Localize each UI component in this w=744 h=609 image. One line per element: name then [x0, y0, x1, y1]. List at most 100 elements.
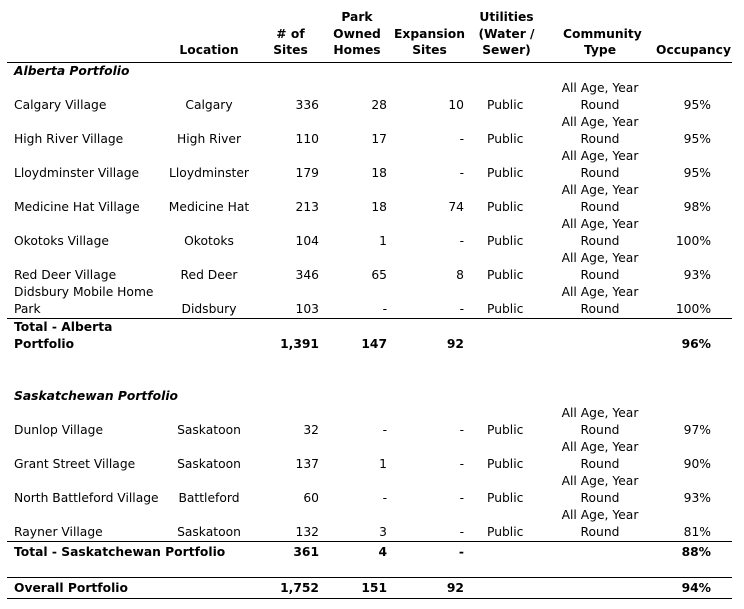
community-type: All Age, Year Round: [561, 149, 639, 180]
utilities: Public: [487, 456, 524, 471]
section-label-row: Alberta Portfolio: [7, 62, 732, 80]
community-type: All Age, Year Round: [561, 440, 639, 471]
occupancy: 100%: [675, 233, 711, 248]
section-label: Saskatchewan Portfolio: [14, 388, 178, 403]
total-label: Total - Saskatchewan Portfolio: [7, 541, 258, 578]
occupancy: 100%: [675, 301, 711, 316]
sites: 110: [295, 131, 319, 146]
utilities: Public: [487, 165, 524, 180]
header-row: Location # of Sites Park Owned Homes Exp…: [7, 0, 732, 62]
spacer: [160, 318, 258, 353]
table-row: North Battleford Village Battleford 60 - - Pu…: [7, 473, 732, 507]
utilities: Public: [487, 233, 524, 248]
location: Calgary: [185, 97, 233, 112]
total-row: Total - Alberta Portfolio 1,391 147 92 96%: [7, 318, 732, 353]
property-name: Medicine Hat Village: [14, 199, 140, 214]
utilities: Public: [487, 422, 524, 437]
location: Okotoks: [184, 233, 234, 248]
property-name: High River Village: [14, 131, 124, 146]
table-row: Grant Street Village Saskatoon 137 1 - Public…: [7, 439, 732, 473]
park-owned-homes: -: [382, 490, 387, 505]
total-sites: 1,752: [258, 577, 323, 599]
property-name: Lloydminster Village: [14, 165, 140, 180]
total-sites: 361: [258, 541, 323, 578]
location: Didsbury: [181, 301, 237, 316]
property-name: Calgary Village: [14, 97, 107, 112]
property-name: Okotoks Village: [14, 233, 109, 248]
table-row: Didsbury Mobile Home Park Didsbury 103 - - Pu…: [7, 284, 732, 319]
total-row: Overall Portfolio 1,752 151 92 94%: [7, 577, 732, 599]
table-row: Red Deer Village Red Deer 346 65 8 Public All …: [7, 250, 732, 284]
utilities: Public: [487, 97, 524, 112]
header-park-owned-homes: Park Owned Homes: [333, 10, 381, 57]
sites: 346: [295, 267, 319, 282]
location: Red Deer: [180, 267, 238, 282]
park-owned-homes: 18: [371, 199, 387, 214]
occupancy: 93%: [683, 490, 711, 505]
utilities: Public: [487, 199, 524, 214]
spacer: [468, 318, 545, 353]
total-expansion-sites: -: [391, 541, 468, 578]
utilities: Public: [487, 267, 524, 282]
sites: 103: [295, 301, 319, 316]
utilities: Public: [487, 524, 524, 539]
occupancy: 90%: [683, 456, 711, 471]
expansion-sites: -: [459, 233, 464, 248]
community-type: All Age, Year Round: [561, 285, 639, 316]
utilities: Public: [487, 301, 524, 316]
table-row: High River Village High River 110 17 - Public…: [7, 114, 732, 148]
sites: 137: [295, 456, 319, 471]
utilities: Public: [487, 490, 524, 505]
park-owned-homes: 17: [371, 131, 387, 146]
header-sites: # of Sites: [273, 26, 308, 58]
header-occupancy: Occupancy: [656, 43, 731, 57]
community-type: All Age, Year Round: [561, 508, 639, 539]
total-expansion-sites: 92: [391, 577, 468, 599]
portfolio-table: Location # of Sites Park Owned Homes Exp…: [7, 0, 732, 599]
table-row: Medicine Hat Village Medicine Hat 213 18 74 P…: [7, 182, 732, 216]
occupancy: 95%: [683, 131, 711, 146]
park-owned-homes: -: [382, 422, 387, 437]
spacer: [468, 541, 545, 578]
sites: 179: [295, 165, 319, 180]
sites: 213: [295, 199, 319, 214]
community-type: All Age, Year Round: [561, 406, 639, 437]
total-row: Total - Saskatchewan Portfolio 361 4- 88%: [7, 541, 732, 578]
location: Saskatoon: [177, 422, 241, 437]
total-sites: 1,391: [258, 318, 323, 353]
location: Saskatoon: [177, 456, 241, 471]
expansion-sites: -: [459, 301, 464, 316]
property-name: Rayner Village: [14, 524, 103, 539]
spacer: [545, 541, 655, 578]
total-expansion-sites: 92: [391, 318, 468, 353]
section-label: Alberta Portfolio: [14, 63, 130, 78]
section-label-row: Saskatchewan Portfolio: [7, 353, 732, 405]
total-occupancy: 94%: [655, 577, 732, 599]
total-label: Total - Alberta Portfolio: [7, 318, 160, 353]
total-park-owned-homes: 4: [323, 541, 391, 578]
park-owned-homes: 3: [379, 524, 387, 539]
total-park-owned-homes: 147: [323, 318, 391, 353]
property-name: Red Deer Village: [14, 267, 117, 282]
park-owned-homes: 1: [379, 233, 387, 248]
header-utilities: Utilities (Water / Sewer): [478, 10, 535, 57]
sites: 132: [295, 524, 319, 539]
occupancy: 98%: [683, 199, 711, 214]
total-occupancy: 96%: [655, 318, 732, 353]
table-row: Calgary Village Calgary 336 28 10 Public All A…: [7, 80, 732, 114]
expansion-sites: -: [459, 165, 464, 180]
expansion-sites: -: [459, 524, 464, 539]
occupancy: 95%: [683, 165, 711, 180]
expansion-sites: 10: [448, 97, 464, 112]
table-row: Dunlop Village Saskatoon 32 - - Public All Age…: [7, 405, 732, 439]
expansion-sites: -: [459, 131, 464, 146]
occupancy: 81%: [683, 524, 711, 539]
expansion-sites: -: [459, 422, 464, 437]
expansion-sites: 8: [456, 267, 464, 282]
spacer: [468, 577, 545, 599]
expansion-sites: -: [459, 490, 464, 505]
property-name: Grant Street Village: [14, 456, 136, 471]
park-owned-homes: 18: [371, 165, 387, 180]
sites: 32: [303, 422, 319, 437]
total-label: Overall Portfolio: [7, 577, 258, 599]
